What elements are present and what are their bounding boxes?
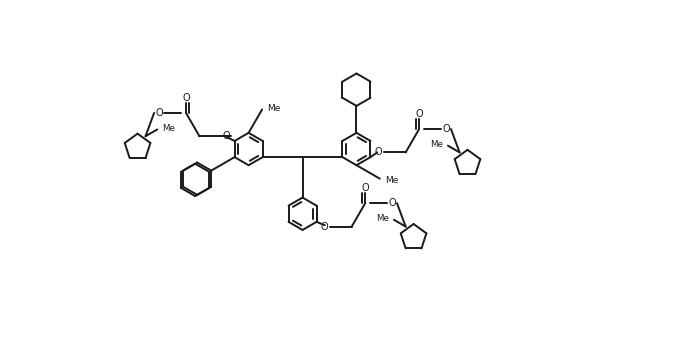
Text: Me: Me — [385, 176, 398, 184]
Text: O: O — [388, 198, 396, 208]
Text: O: O — [442, 124, 450, 134]
Text: Me: Me — [376, 214, 388, 223]
Text: O: O — [375, 147, 383, 157]
Text: O: O — [182, 93, 190, 103]
Text: Me: Me — [163, 124, 176, 133]
Text: O: O — [415, 109, 423, 119]
Text: Me: Me — [429, 140, 442, 149]
Text: O: O — [362, 183, 369, 193]
Text: O: O — [321, 221, 329, 232]
Text: O: O — [155, 108, 163, 118]
Text: Me: Me — [267, 103, 281, 113]
Text: O: O — [222, 131, 230, 141]
